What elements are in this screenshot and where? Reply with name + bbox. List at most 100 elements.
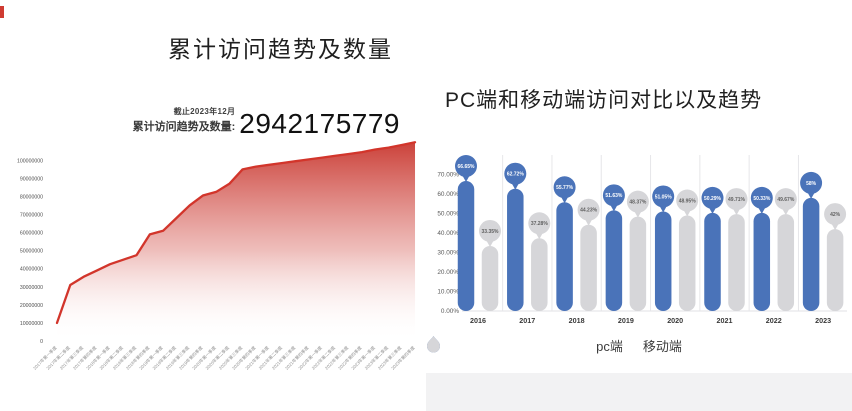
pc-2023-bar	[802, 197, 820, 311]
mobile-2017-bar	[531, 238, 548, 311]
mobile-2022-balloon	[774, 188, 797, 211]
pc-2021-balloon	[701, 186, 724, 209]
lollipop-y-tick-label: 40.00%	[437, 230, 459, 237]
mobile-2019-bar	[629, 216, 647, 311]
cumulative-annotation: 截止2023年12月 累计访问趋势及数量: 2942175779	[133, 106, 400, 138]
mobile-2023-bar	[826, 229, 844, 311]
pc-2020-balloon	[652, 185, 675, 208]
mobile-2020-bar	[678, 215, 696, 311]
pc-2018-balloon	[553, 176, 576, 199]
left-chart-title: 累计访问趋势及数量	[168, 36, 393, 62]
area-y-tick-label: 70000000	[20, 213, 43, 219]
area-y-tick-label: 40000000	[20, 267, 43, 273]
pc-2019-bar	[605, 210, 623, 311]
mobile-2018: 44.23%	[577, 198, 600, 311]
area-x-tick-label: 2023年第四季度	[390, 344, 417, 371]
mobile-2018-value-label: 44.23%	[580, 208, 598, 214]
pc-2021: 50.29%	[701, 186, 724, 311]
year-label: 2020	[667, 316, 683, 325]
mobile-2017: 37.28%	[528, 212, 551, 311]
mobile-2022-value-label: 49.67%	[777, 197, 795, 203]
area-y-tick-label: 60000000	[20, 231, 43, 237]
pc-2018: 55.77%	[553, 176, 576, 311]
pc-2021-bar	[704, 212, 721, 311]
corner-accent-mark	[0, 6, 4, 18]
mobile-2017-balloon	[528, 212, 551, 235]
pc-2020-value-label: 51.05%	[655, 194, 673, 200]
year-label: 2018	[569, 316, 585, 325]
pc-2017-value-label: 62.72%	[507, 172, 525, 178]
mobile-2023: 42%	[824, 203, 847, 311]
mobile-2021-balloon	[725, 188, 748, 211]
area-y-tick-label: 80000000	[20, 194, 43, 200]
year-label: 2022	[766, 316, 782, 325]
mobile-2021-value-label: 49.71%	[728, 197, 746, 203]
annotation-date-note: 截止2023年12月	[173, 107, 236, 116]
pc-2019-balloon	[602, 184, 625, 207]
lollipop-y-tick-label: 30.00%	[437, 250, 459, 257]
mobile-2020-value-label: 48.95%	[679, 198, 697, 204]
pc-2020-bar	[654, 211, 672, 311]
mobile-2017-value-label: 37.28%	[531, 221, 549, 227]
legend-item-mobile: 移动端	[427, 336, 682, 355]
lollipop-y-tick-label: 10.00%	[437, 289, 459, 296]
mobile-2019: 48.37%	[626, 190, 649, 311]
mobile-2016-balloon	[479, 219, 501, 242]
area-y-tick-label: 90000000	[20, 176, 43, 182]
pc-2019: 51.63%	[602, 184, 625, 311]
cumulative-area-chart: 0 10000000 20000000 30000000 40000000 5000000…	[17, 141, 417, 371]
mobile-2019-value-label: 48.37%	[629, 200, 647, 206]
year-label: 2016	[470, 316, 486, 325]
pc-2022: 50.33%	[750, 186, 773, 311]
pc-2019-value-label: 51.63%	[605, 193, 623, 199]
lollipop-y-tick-label: 50.00%	[437, 211, 459, 218]
mobile-2018-balloon	[577, 198, 600, 221]
area-y-tick-label: 10000000	[20, 321, 43, 327]
pc-2018-value-label: 55.77%	[556, 185, 574, 191]
mobile-2022: 49.67%	[774, 188, 797, 311]
pc-2017-bar	[507, 188, 524, 311]
area-y-tick-label: 100000000	[17, 158, 43, 164]
pc-2017: 62.72%	[504, 162, 527, 311]
lollipop-y-tick-label: 70.00%	[437, 172, 459, 179]
pc-2020: 51.05%	[652, 185, 675, 311]
mobile-2021: 49.71%	[725, 188, 748, 311]
mobile-2023-balloon	[824, 203, 847, 226]
year-label: 2019	[618, 316, 634, 325]
pc-2016-value-label: 66.65%	[458, 164, 476, 170]
mobile-2016-bar	[481, 245, 499, 311]
annotation-total-value: 2942175779	[239, 108, 400, 140]
bottom-strip	[426, 373, 852, 411]
pc-2016: 66.65%	[455, 155, 477, 311]
pc-2023-value-label: 58%	[806, 181, 817, 187]
pc-2023-balloon	[800, 171, 823, 194]
mobile-2019-balloon	[626, 190, 649, 213]
pc-mobile-lollipop-chart: 0.00% 10.00% 20.00% 30.00% 40.00% 50.00% 60.00…	[437, 155, 847, 325]
mobile-2016-value-label: 33.35%	[482, 229, 500, 235]
legend-label-pc: pc端	[596, 339, 623, 354]
annotation-labels: 截止2023年12月 累计访问趋势及数量:	[133, 106, 236, 138]
mobile-2022-bar	[777, 214, 795, 311]
area-line	[55, 141, 417, 325]
mobile-2021-bar	[728, 214, 745, 311]
mobile-2020: 48.95%	[676, 189, 699, 311]
lollipop-y-tick-label: 20.00%	[437, 269, 459, 276]
year-label: 2021	[717, 316, 733, 325]
area-y-tick-label: 30000000	[20, 285, 43, 291]
mobile-2018-bar	[580, 224, 597, 311]
mobile-2016: 33.35%	[479, 219, 501, 311]
lollipop-y-tick-label: 0.00%	[441, 308, 459, 315]
legend-label-mobile: 移动端	[642, 339, 682, 354]
mobile-2020-balloon	[676, 189, 699, 212]
mobile-legend-marker-icon	[427, 336, 440, 353]
mobile-2023-value-label: 42%	[830, 212, 841, 218]
pc-2016-bar	[457, 181, 475, 311]
chart-legend: pc端 移动端	[426, 336, 852, 355]
annotation-label: 累计访问趋势及数量:	[132, 121, 236, 133]
pc-2018-bar	[556, 202, 573, 311]
area-y-tick-label: 50000000	[20, 249, 43, 255]
pc-2016-balloon	[455, 155, 477, 178]
cumulative-visits-panel: 累计访问趋势及数量 截止2023年12月 累计访问趋势及数量: 29421757…	[17, 36, 417, 371]
pc-2022-bar	[753, 212, 771, 311]
